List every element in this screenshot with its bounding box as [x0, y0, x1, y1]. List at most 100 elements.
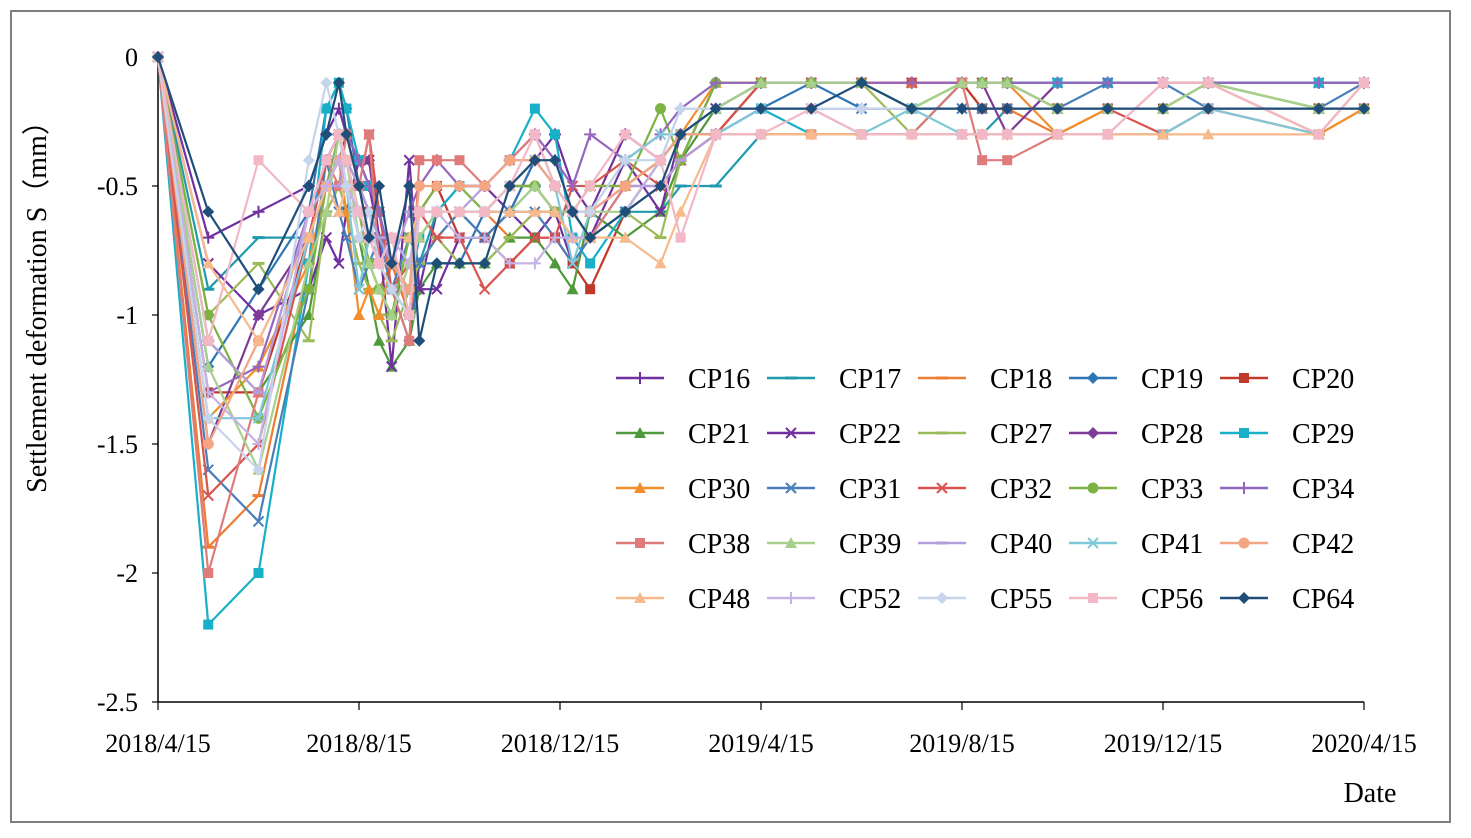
legend-label-cp20: CP20	[1292, 364, 1354, 395]
data-point-cp64	[956, 102, 968, 115]
data-point-cp64	[385, 257, 398, 270]
data-point-cp34	[1101, 76, 1114, 89]
legend-label-cp28: CP28	[1141, 419, 1203, 450]
chart-frame	[10, 10, 1451, 823]
data-point-cp32	[529, 231, 541, 244]
legend-label-cp55: CP55	[990, 584, 1052, 615]
legend-item-cp55: CP55	[918, 584, 1052, 615]
data-point-cp16	[252, 205, 265, 218]
legend-item-cp52: CP52	[767, 584, 901, 615]
data-point-cp21	[373, 334, 386, 346]
data-point-cp42	[454, 180, 465, 192]
legend-label-cp19: CP19	[1141, 364, 1203, 395]
data-point-cp56	[374, 258, 385, 269]
data-point-cp52	[320, 180, 333, 192]
legend-item-cp17: CP17	[767, 364, 901, 395]
data-point-cp29	[549, 129, 560, 140]
data-point-cp64	[252, 283, 265, 296]
data-point-cp64	[855, 76, 868, 89]
data-point-cp64	[373, 180, 386, 192]
legend-item-cp22: CP22	[767, 419, 901, 450]
legend-marker-cp52	[785, 592, 797, 604]
data-point-cp39	[302, 257, 315, 269]
data-point-cp64	[1202, 102, 1215, 115]
legend-marker-cp33	[1087, 482, 1099, 494]
series-line-cp27	[156, 56, 1364, 342]
series-line-cp64	[156, 56, 1364, 342]
data-point-cp30	[373, 309, 386, 320]
data-point-cp64	[654, 180, 667, 192]
data-point-cp34	[584, 128, 597, 141]
data-point-cp52	[453, 231, 466, 244]
x-tick-label: 2018/4/15	[105, 729, 210, 758]
data-point-cp38	[203, 568, 214, 578]
data-point-cp48	[1202, 128, 1215, 140]
data-point-cp39	[1001, 76, 1014, 88]
data-point-cp55	[674, 102, 687, 115]
data-point-cp29	[321, 103, 332, 114]
data-point-cp64	[413, 334, 426, 347]
data-point-cp56	[341, 155, 352, 166]
data-point-cp29	[253, 568, 264, 578]
data-point-cp64	[340, 128, 353, 141]
data-point-cp48	[619, 231, 632, 243]
legend-item-cp40: CP40	[918, 529, 1052, 560]
data-point-cp64	[1051, 102, 1064, 115]
series-lines	[152, 51, 1370, 630]
data-point-cp64	[1358, 102, 1370, 115]
data-point-cp48	[674, 205, 687, 217]
data-point-cp22	[654, 206, 667, 218]
data-point-cp39	[956, 76, 968, 88]
x-tick-label: 2019/4/15	[708, 729, 813, 758]
legend-marker-cp22	[785, 427, 797, 439]
data-point-cp52	[566, 231, 579, 244]
data-point-cp56	[977, 129, 988, 140]
data-point-cp48	[654, 257, 667, 269]
data-point-cp56	[253, 155, 264, 166]
data-point-cp39	[320, 205, 333, 217]
data-point-cp64	[320, 128, 333, 141]
legend-item-cp56: CP56	[1069, 584, 1203, 615]
data-point-cp64	[1312, 102, 1325, 115]
data-point-cp64	[755, 102, 767, 115]
legend-label-cp16: CP16	[688, 364, 750, 395]
data-point-cp64	[709, 102, 722, 115]
data-point-cp48	[805, 128, 818, 140]
data-point-cp56	[479, 206, 490, 217]
y-axis-label: Settlement deformation S（mm）	[21, 107, 53, 493]
data-point-cp56	[303, 206, 314, 217]
data-point-cp38	[454, 155, 465, 166]
data-point-cp64	[403, 180, 416, 192]
legend-marker-cp32	[936, 482, 948, 494]
y-tick-label: -2	[116, 559, 138, 588]
legend-item-cp28: CP28	[1069, 419, 1203, 450]
data-point-cp30	[353, 309, 365, 320]
legend-item-cp31: CP31	[767, 474, 901, 505]
legend-label-cp32: CP32	[990, 474, 1052, 505]
data-point-cp30	[363, 283, 376, 295]
data-point-cp41	[252, 412, 265, 424]
data-point-cp56	[1158, 77, 1168, 88]
data-point-cp56	[1313, 129, 1324, 140]
legend-label-cp56: CP56	[1141, 584, 1203, 615]
data-point-cp21	[566, 283, 579, 295]
data-point-cp55	[855, 102, 868, 115]
data-point-cp33	[303, 283, 315, 295]
data-point-cp29	[529, 103, 540, 114]
legend-label-cp52: CP52	[839, 584, 901, 615]
data-point-cp64	[619, 205, 632, 218]
series-cp55	[152, 51, 1370, 476]
series-line-cp56	[156, 56, 1365, 342]
legend-item-cp19: CP19	[1069, 364, 1203, 395]
data-point-cp48	[252, 334, 265, 346]
data-point-cp56	[1052, 129, 1063, 140]
legend-label-cp38: CP38	[688, 529, 750, 560]
data-point-cp38	[1002, 155, 1013, 166]
legend-item-cp41: CP41	[1069, 529, 1203, 560]
data-point-cp64	[152, 51, 164, 63]
data-point-cp31	[252, 515, 265, 528]
legend-item-cp21: CP21	[616, 419, 750, 450]
data-point-cp32	[431, 231, 443, 244]
data-point-cp31	[340, 231, 353, 244]
